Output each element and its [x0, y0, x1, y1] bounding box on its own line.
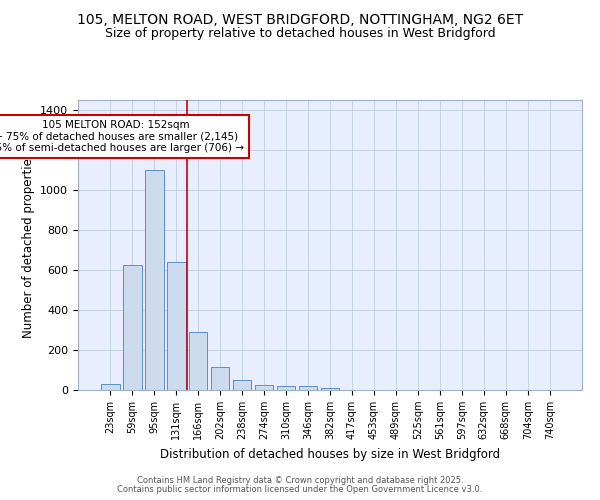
Text: Size of property relative to detached houses in West Bridgford: Size of property relative to detached ho…	[104, 28, 496, 40]
Bar	[320, 388, 340, 390]
Bar	[255, 385, 274, 390]
Text: Contains HM Land Registry data © Crown copyright and database right 2025.: Contains HM Land Registry data © Crown c…	[137, 476, 463, 485]
Bar	[145, 170, 164, 390]
Bar	[277, 386, 295, 390]
Bar	[189, 332, 208, 390]
Text: 105, MELTON ROAD, WEST BRIDGFORD, NOTTINGHAM, NG2 6ET: 105, MELTON ROAD, WEST BRIDGFORD, NOTTIN…	[77, 12, 523, 26]
X-axis label: Distribution of detached houses by size in West Bridgford: Distribution of detached houses by size …	[160, 448, 500, 460]
Bar	[101, 384, 119, 390]
Bar	[233, 380, 251, 390]
Bar	[167, 262, 185, 390]
Bar	[211, 367, 229, 390]
Y-axis label: Number of detached properties: Number of detached properties	[22, 152, 35, 338]
Text: 105 MELTON ROAD: 152sqm
← 75% of detached houses are smaller (2,145)
25% of semi: 105 MELTON ROAD: 152sqm ← 75% of detache…	[0, 120, 244, 153]
Text: Contains public sector information licensed under the Open Government Licence v3: Contains public sector information licen…	[118, 485, 482, 494]
Bar	[123, 265, 142, 390]
Bar	[299, 386, 317, 390]
